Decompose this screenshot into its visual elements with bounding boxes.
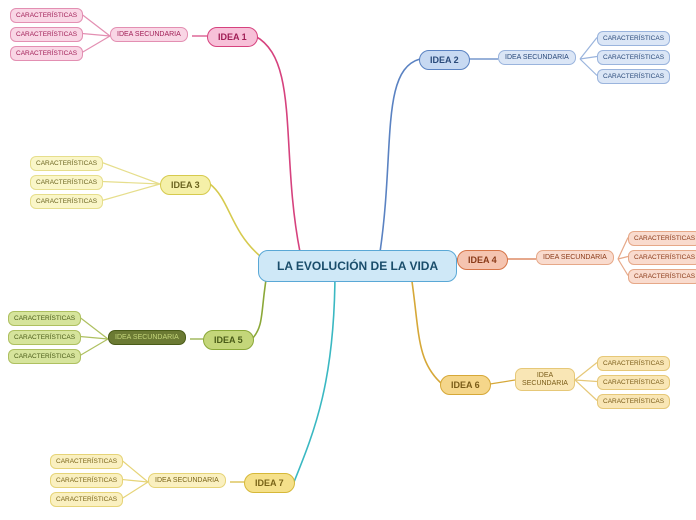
char-node-6-0: CARACTERÍSTICAS <box>597 356 670 371</box>
char-node-2-0: CARACTERÍSTICAS <box>597 31 670 46</box>
idea-node-2: IDEA 2 <box>419 50 470 70</box>
char-node-7-0: CARACTERÍSTICAS <box>50 454 123 469</box>
char-node-2-2: CARACTERÍSTICAS <box>597 69 670 84</box>
idea-node-1: IDEA 1 <box>207 27 258 47</box>
secondary-node-7: IDEA SECUNDARIA <box>148 473 226 488</box>
char-node-4-1: CARACTERÍSTICAS <box>628 250 696 265</box>
secondary-node-4: IDEA SECUNDARIA <box>536 250 614 265</box>
idea-node-4: IDEA 4 <box>457 250 508 270</box>
secondary-node-2: IDEA SECUNDARIA <box>498 50 576 65</box>
char-node-2-1: CARACTERÍSTICAS <box>597 50 670 65</box>
secondary-node-6: IDEA SECUNDARIA <box>515 368 575 391</box>
secondary-node-1: IDEA SECUNDARIA <box>110 27 188 42</box>
center-node: LA EVOLUCIÓN DE LA VIDA <box>258 250 457 282</box>
idea-node-6: IDEA 6 <box>440 375 491 395</box>
char-node-6-2: CARACTERÍSTICAS <box>597 394 670 409</box>
secondary-node-5: IDEA SECUNDARIA <box>108 330 186 345</box>
char-node-1-2: CARACTERÍSTICAS <box>10 46 83 61</box>
idea-node-5: IDEA 5 <box>203 330 254 350</box>
idea-node-7: IDEA 7 <box>244 473 295 493</box>
char-node-5-0: CARACTERÍSTICAS <box>8 311 81 326</box>
char-node-6-1: CARACTERÍSTICAS <box>597 375 670 390</box>
char-node-1-1: CARACTERÍSTICAS <box>10 27 83 42</box>
char-node-3-1: CARACTERÍSTICAS <box>30 175 103 190</box>
char-node-5-1: CARACTERÍSTICAS <box>8 330 81 345</box>
char-node-7-1: CARACTERÍSTICAS <box>50 473 123 488</box>
char-node-3-2: CARACTERÍSTICAS <box>30 194 103 209</box>
char-node-7-2: CARACTERÍSTICAS <box>50 492 123 507</box>
char-node-5-2: CARACTERÍSTICAS <box>8 349 81 364</box>
char-node-3-0: CARACTERÍSTICAS <box>30 156 103 171</box>
char-node-4-2: CARACTERÍSTICAS <box>628 269 696 284</box>
idea-node-3: IDEA 3 <box>160 175 211 195</box>
char-node-1-0: CARACTERÍSTICAS <box>10 8 83 23</box>
char-node-4-0: CARACTERÍSTICAS <box>628 231 696 246</box>
